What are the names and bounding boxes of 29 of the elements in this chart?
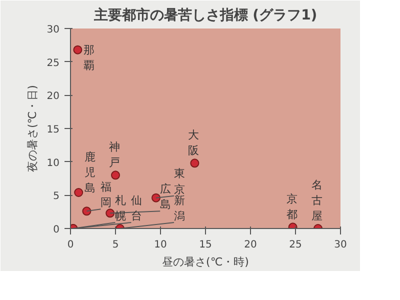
annotation: 新潟 — [174, 194, 185, 222]
x-tick-label: 5 — [112, 240, 119, 250]
x-tick-label: 15 — [199, 240, 212, 250]
annotation: 京都 — [286, 192, 298, 222]
annotation: 広島 — [160, 182, 172, 212]
annotation: 大阪 — [188, 128, 200, 158]
x-tick-label: 25 — [289, 240, 302, 250]
chart-title: 主要都市の暑苦しさ指標 (グラフ1) — [92, 6, 318, 24]
x-tick-label: 30 — [334, 240, 347, 250]
y-tick-label: 10 — [46, 158, 60, 169]
annotation: 東京 — [174, 167, 185, 196]
y-tick-label: 30 — [46, 24, 60, 36]
y-axis-title: 夜の暑さ(℃・日) — [26, 85, 39, 172]
annotation: 那覇 — [84, 44, 95, 72]
y-tick-label: 5 — [53, 191, 60, 202]
annotation: 仙台 — [131, 194, 142, 222]
x-tick-label: 10 — [154, 240, 167, 250]
annotation: 札幌 — [115, 194, 126, 222]
x-tick-label: 0 — [67, 240, 74, 250]
y-tick-label: 20 — [46, 91, 60, 102]
x-axis-title: 昼の暑さ(℃・時) — [162, 256, 249, 268]
annotation: 鹿児島 — [84, 150, 96, 194]
annotation: 福岡 — [100, 180, 112, 210]
annotation: 名古屋 — [312, 178, 322, 222]
y-tick-label: 25 — [46, 58, 60, 69]
annotation: 神戸 — [109, 140, 120, 170]
y-tick-label: 15 — [46, 124, 60, 136]
y-tick-label: 0 — [53, 224, 60, 236]
x-tick-label: 20 — [244, 240, 257, 250]
